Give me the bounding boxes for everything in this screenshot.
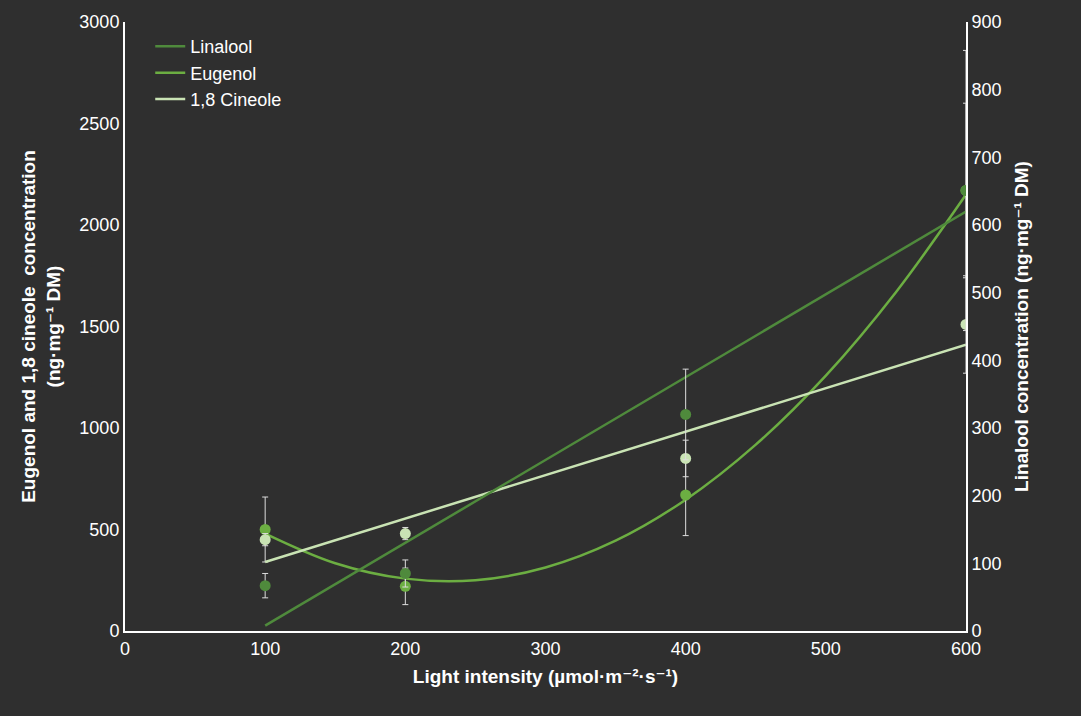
svg-text:Eugenol: Eugenol	[190, 64, 256, 84]
svg-text:Linalool concentration (ng·mg⁻: Linalool concentration (ng·mg⁻¹ DM)	[1011, 161, 1032, 492]
svg-text:0: 0	[109, 621, 119, 641]
svg-text:800: 800	[972, 80, 1002, 100]
svg-text:3000: 3000	[79, 12, 119, 32]
svg-text:300: 300	[972, 418, 1002, 438]
svg-text:400: 400	[972, 351, 1002, 371]
svg-text:1000: 1000	[79, 418, 119, 438]
svg-text:100: 100	[972, 554, 1002, 574]
svg-text:Eugenol and 1,8 cineole conce: Eugenol and 1,8 cineole concentration(ng…	[18, 150, 64, 503]
svg-text:1,8 Cineole: 1,8 Cineole	[190, 90, 281, 110]
svg-text:Light intensity (µmol·m⁻²·s⁻¹): Light intensity (µmol·m⁻²·s⁻¹)	[413, 666, 678, 687]
svg-text:1500: 1500	[79, 317, 119, 337]
svg-text:700: 700	[972, 148, 1002, 168]
svg-text:500: 500	[89, 520, 119, 540]
svg-text:900: 900	[972, 12, 1002, 32]
svg-text:0: 0	[120, 639, 130, 659]
svg-text:2500: 2500	[79, 114, 119, 134]
svg-text:600: 600	[951, 639, 981, 659]
svg-text:500: 500	[972, 283, 1002, 303]
svg-text:2000: 2000	[79, 215, 119, 235]
svg-text:500: 500	[811, 639, 841, 659]
svg-text:200: 200	[390, 639, 420, 659]
svg-text:300: 300	[530, 639, 560, 659]
svg-text:400: 400	[671, 639, 701, 659]
svg-text:100: 100	[250, 639, 280, 659]
svg-text:600: 600	[972, 215, 1002, 235]
svg-text:200: 200	[972, 486, 1002, 506]
svg-text:0: 0	[972, 621, 982, 641]
svg-text:Linalool: Linalool	[190, 37, 252, 57]
